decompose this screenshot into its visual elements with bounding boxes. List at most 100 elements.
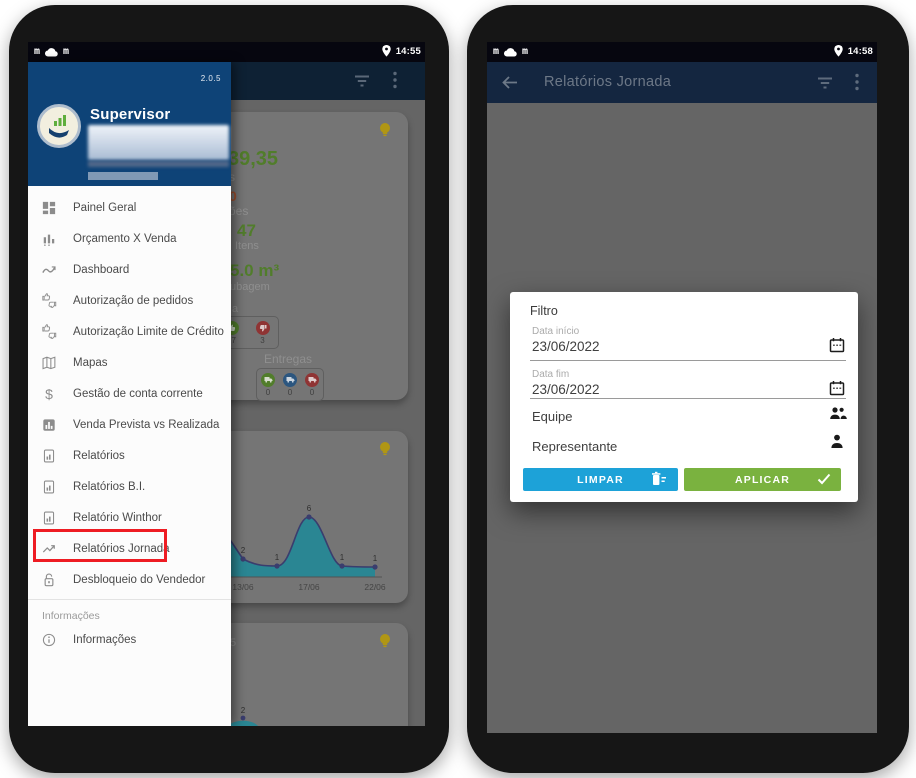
menu-item-label: Autorização Limite de Crédito <box>73 325 224 338</box>
x-axis-label: 22/06 <box>364 582 386 592</box>
date-start-value[interactable]: 23/06/2022 <box>532 339 600 354</box>
calendar-icon[interactable] <box>829 337 845 353</box>
thumbs-down-count: 3 <box>260 335 265 345</box>
menu-section-label: Informações <box>42 610 100 622</box>
representante-label[interactable]: Representante <box>532 439 618 454</box>
avatar[interactable] <box>37 104 81 148</box>
info-icon <box>41 632 57 648</box>
menu-item-relatorios[interactable]: Relatórios <box>28 440 231 471</box>
menu-item-label: Relatórios B.I. <box>73 480 146 493</box>
menu-item-label: Relatórios <box>73 449 125 462</box>
m-icon: m <box>493 46 500 57</box>
status-time: 14:58 <box>847 45 873 57</box>
point-label: 2 <box>241 706 246 715</box>
label-fragment: a <box>232 303 239 315</box>
point-label: 1 <box>275 553 280 562</box>
menu-item-autorizacao-de-pedidos[interactable]: Autorização de pedidos <box>28 285 231 316</box>
report-doc-icon <box>41 448 57 464</box>
menu-item-venda-prevista-vs-realizada[interactable]: Venda Prevista vs Realizada <box>28 409 231 440</box>
navigation-drawer: 2.0.5 Supervisor Painel Gera <box>28 62 231 726</box>
filter-dialog: Filtro Data início 23/06/2022 Data fim 2… <box>510 292 858 502</box>
truck-green-icon <box>261 372 275 387</box>
menu-item-relatorio-winthor[interactable]: Relatório Winthor <box>28 502 231 533</box>
kebab-menu-icon[interactable] <box>855 73 859 91</box>
equipe-label[interactable]: Equipe <box>532 409 573 424</box>
summary-label-fragment: ões <box>229 204 249 218</box>
menu-divider <box>28 599 231 600</box>
report-doc-icon <box>41 510 57 526</box>
menu-item-informacoes[interactable]: Informações <box>28 624 231 655</box>
app-version: 2.0.5 <box>200 74 221 83</box>
m-icon: m <box>63 46 70 57</box>
date-start-label: Data início <box>532 326 580 337</box>
thumbs-up-down-icon <box>41 324 57 340</box>
highlight-box-relatorios-jornada <box>33 529 167 562</box>
profile-title: Supervisor <box>90 106 171 123</box>
cloud-upload-icon <box>504 47 517 57</box>
menu-item-orcamento-x-venda[interactable]: Orçamento X Venda <box>28 223 231 254</box>
cloud-upload-icon <box>45 47 58 57</box>
lightbulb-icon[interactable] <box>378 633 392 651</box>
point-label: 6 <box>307 504 312 513</box>
menu-item-mapas[interactable]: Mapas <box>28 347 231 378</box>
thumbs-down-icon <box>255 320 270 335</box>
drawer-menu: Painel Geral Orçamento X Venda Dashboard… <box>28 192 231 655</box>
area-chart: 2 1 6 1 1 13/06 17/06 22/06 <box>209 504 386 592</box>
truck-red-icon <box>305 372 319 387</box>
page-title: Relatórios Jornada <box>544 74 672 90</box>
lock-open-icon <box>41 572 57 588</box>
menu-item-gestao-conta-corrente[interactable]: $ Gestão de conta corrente <box>28 378 231 409</box>
menu-item-autorizacao-limite-credito[interactable]: Autorização Limite de Crédito <box>28 316 231 347</box>
bar-chart-icon <box>41 231 57 247</box>
summary-value: 39,35 <box>228 148 279 170</box>
menu-item-relatorios-jornada[interactable]: Relatórios Jornada <box>28 533 231 564</box>
people-icon[interactable] <box>829 406 847 420</box>
summary-value-fragment: 0 <box>229 188 237 204</box>
menu-item-label: Relatórios Jornada <box>73 542 170 555</box>
field-underline <box>530 360 846 361</box>
chart-box-icon <box>41 417 57 433</box>
calendar-icon[interactable] <box>829 380 845 396</box>
clear-button[interactable]: LIMPAR <box>523 468 678 491</box>
menu-item-label: Painel Geral <box>73 201 137 214</box>
status-time: 14:55 <box>395 45 421 57</box>
hand-chart-icon <box>49 115 69 138</box>
point-label: 1 <box>340 553 345 562</box>
volume-value: 5.0 m³ <box>230 261 280 280</box>
status-bar: m m 14:55 <box>28 42 425 62</box>
menu-item-painel-geral[interactable]: Painel Geral <box>28 192 231 223</box>
filter-icon[interactable] <box>817 77 833 89</box>
m-icon: m <box>34 46 41 57</box>
itens-value: 47 <box>237 221 256 240</box>
back-arrow-icon[interactable] <box>501 75 518 90</box>
status-bar: m m 14:58 <box>487 42 877 62</box>
entregas-label: Entregas <box>263 352 313 366</box>
lightbulb-icon[interactable] <box>378 441 392 459</box>
menu-item-desbloqueio-vendedor[interactable]: Desbloqueio do Vendedor <box>28 564 231 595</box>
x-axis-label: 13/06 <box>232 582 254 592</box>
point-label: 2 <box>241 546 246 555</box>
entregas-count: 0 <box>265 387 271 397</box>
summary-label-fragment: s <box>229 170 235 184</box>
apply-button[interactable]: APLICAR <box>684 468 841 491</box>
person-icon[interactable] <box>830 434 844 449</box>
redacted-name-box <box>88 125 229 160</box>
entregas-count: 0 <box>309 387 315 397</box>
thumbs-up-count: 17 <box>227 335 236 345</box>
dashboard-grid-icon <box>41 200 57 216</box>
entregas-count: 0 <box>287 387 293 397</box>
menu-item-label: Relatório Winthor <box>73 511 162 524</box>
location-pin-icon <box>381 45 391 57</box>
menu-item-dashboard[interactable]: Dashboard <box>28 254 231 285</box>
filter-icon[interactable] <box>354 75 370 87</box>
menu-item-label: Autorização de pedidos <box>73 294 194 307</box>
thumbs-up-down-icon <box>41 293 57 309</box>
app-bar: Relatórios Jornada <box>487 62 877 103</box>
check-icon <box>817 473 831 485</box>
lightbulb-icon[interactable] <box>378 122 392 140</box>
kebab-menu-icon[interactable] <box>393 71 397 89</box>
line-chart-icon <box>41 262 57 278</box>
menu-item-relatorios-bi[interactable]: Relatórios B.I. <box>28 471 231 502</box>
date-end-value[interactable]: 23/06/2022 <box>532 382 600 397</box>
point-label: 1 <box>373 554 378 563</box>
